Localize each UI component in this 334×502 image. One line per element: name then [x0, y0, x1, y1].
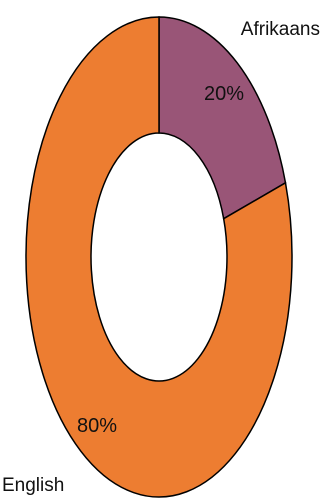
data-label-english: 80% — [77, 415, 117, 437]
slice-english — [25, 16, 293, 498]
category-label-english: English — [2, 475, 64, 496]
slice-afrikaans — [158, 16, 287, 220]
slices — [25, 16, 293, 498]
category-label-afrikaans: Afrikaans — [241, 19, 320, 40]
data-label-afrikaans: 20% — [204, 83, 244, 105]
